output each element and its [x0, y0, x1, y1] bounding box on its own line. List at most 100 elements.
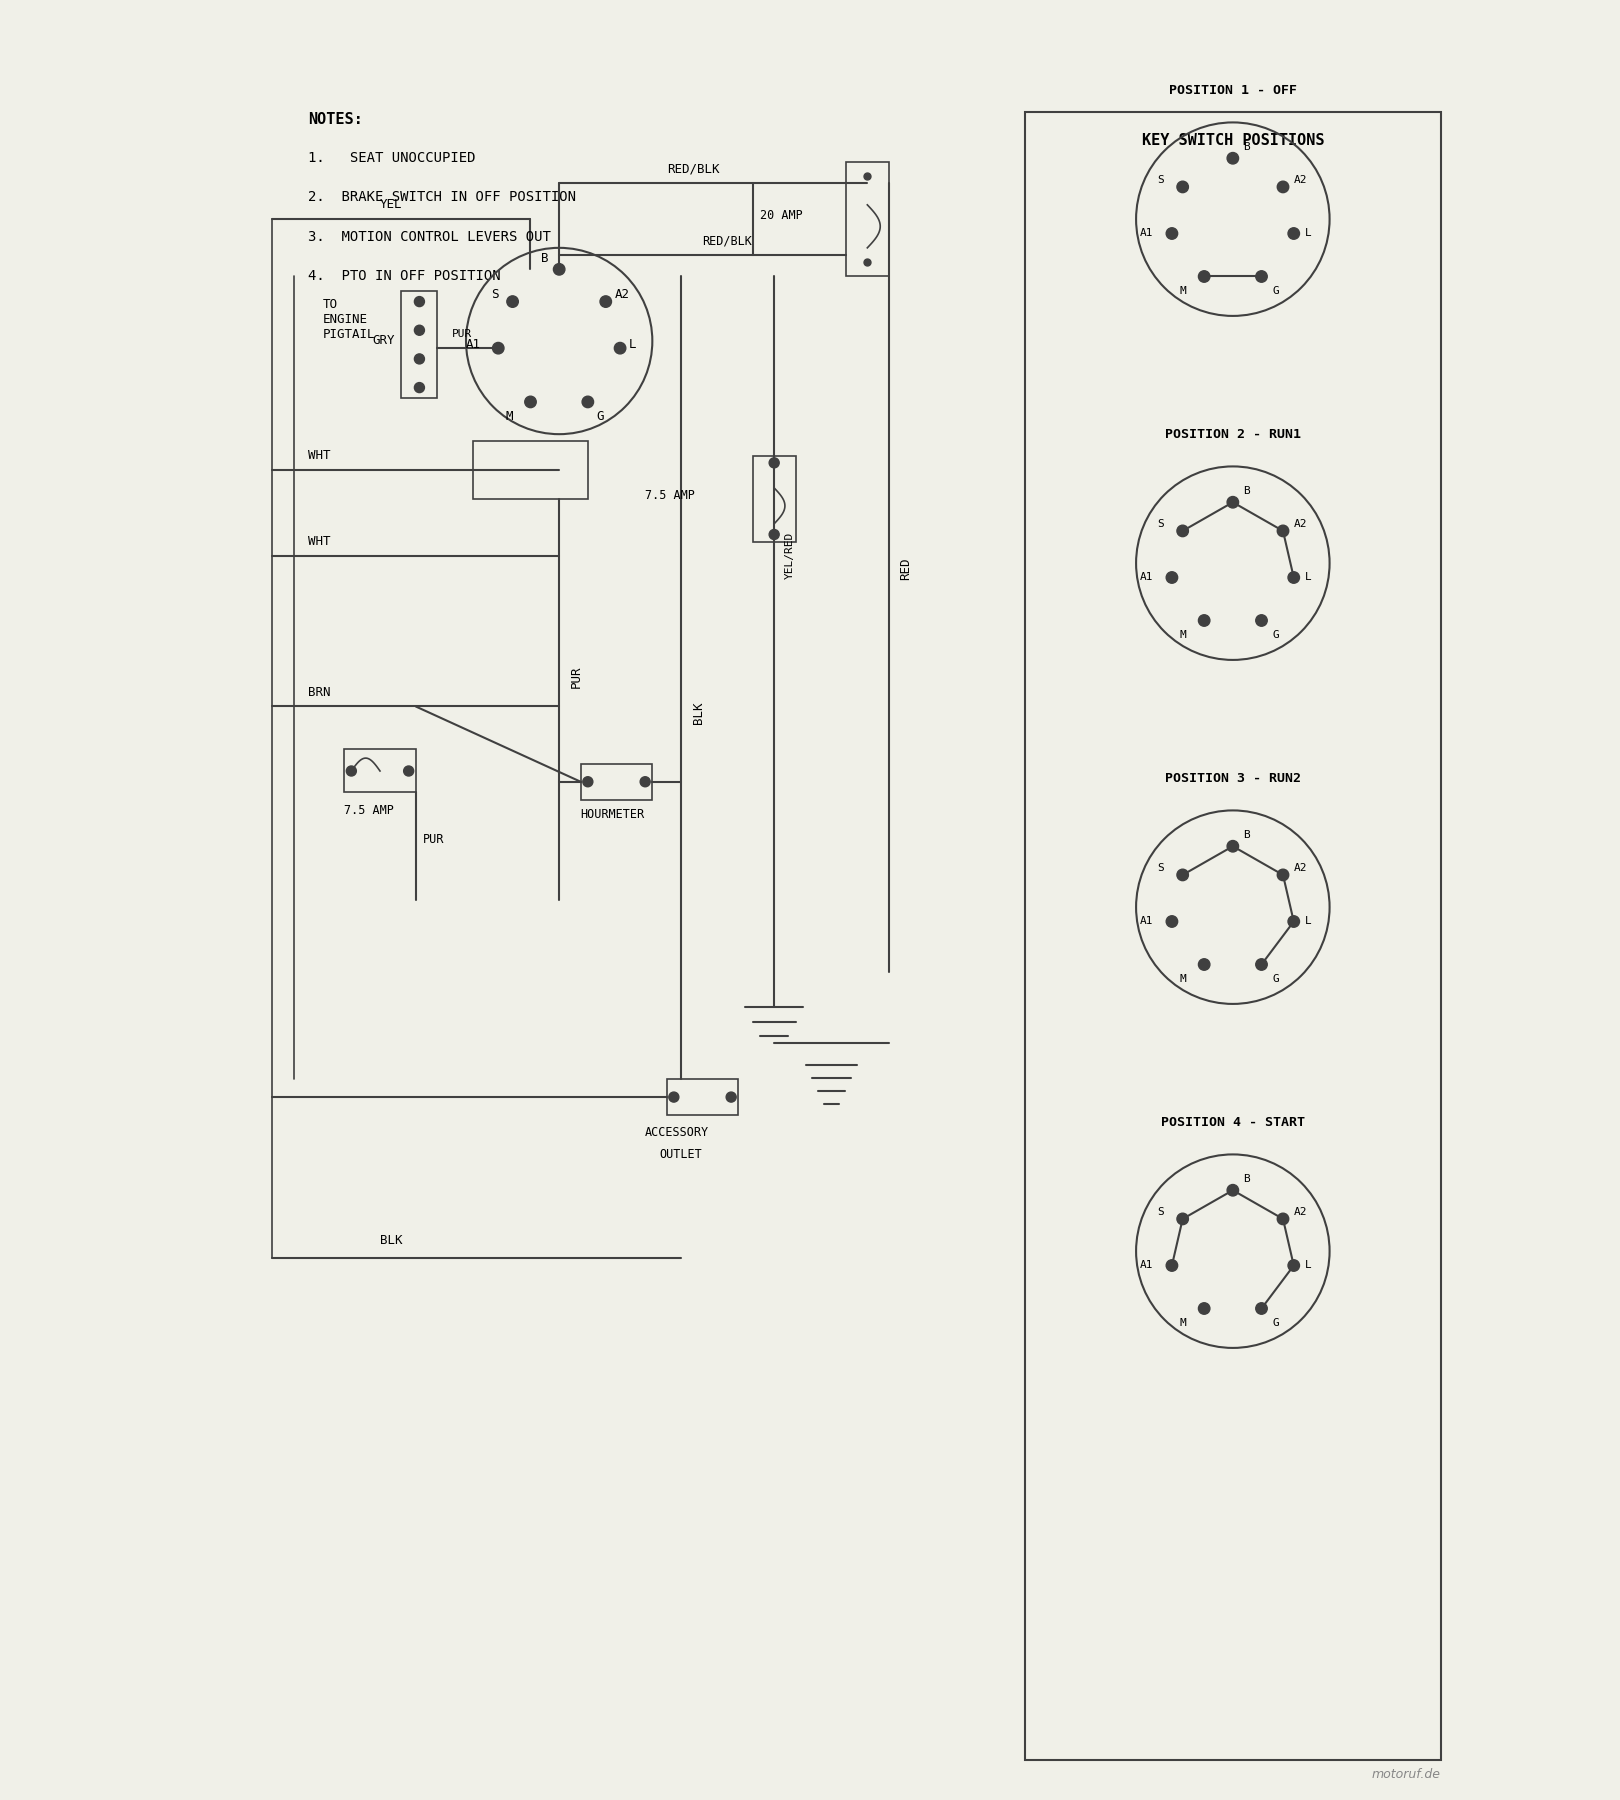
Circle shape — [1178, 869, 1189, 880]
Bar — [846, 162, 889, 277]
Text: TO
ENGINE
PIGTAIL: TO ENGINE PIGTAIL — [322, 299, 376, 340]
Text: B: B — [541, 252, 549, 265]
Text: POSITION 4 - START: POSITION 4 - START — [1162, 1116, 1304, 1129]
Text: A1: A1 — [1139, 916, 1153, 927]
Text: G: G — [1272, 1318, 1280, 1328]
Circle shape — [770, 529, 779, 540]
Text: B: B — [1244, 486, 1251, 497]
Text: S: S — [491, 288, 499, 301]
Text: A2: A2 — [614, 288, 629, 301]
Text: YEL: YEL — [381, 198, 402, 211]
Circle shape — [1226, 1184, 1239, 1195]
Circle shape — [1277, 526, 1290, 536]
Circle shape — [1256, 270, 1267, 283]
Circle shape — [554, 263, 565, 275]
Circle shape — [1166, 1260, 1178, 1271]
Circle shape — [599, 295, 611, 308]
Text: 4.  PTO IN OFF POSITION: 4. PTO IN OFF POSITION — [308, 270, 501, 283]
Text: A1: A1 — [1139, 572, 1153, 583]
Circle shape — [1226, 497, 1239, 508]
Text: L: L — [1304, 1260, 1311, 1271]
Text: A2: A2 — [1294, 175, 1307, 185]
Circle shape — [1199, 270, 1210, 283]
Text: 1.   SEAT UNOCCUPIED: 1. SEAT UNOCCUPIED — [308, 151, 476, 166]
Text: M: M — [1179, 1318, 1186, 1328]
Text: BLK: BLK — [692, 702, 705, 724]
Text: PUR: PUR — [452, 329, 471, 340]
Circle shape — [1199, 616, 1210, 626]
Circle shape — [1277, 869, 1290, 880]
Text: G: G — [1272, 974, 1280, 985]
Circle shape — [1166, 229, 1178, 239]
Text: HOURMETER: HOURMETER — [580, 808, 645, 821]
Text: G: G — [1272, 286, 1280, 295]
Text: A2: A2 — [1294, 1206, 1307, 1217]
Text: M: M — [505, 410, 514, 423]
Circle shape — [403, 767, 413, 776]
Bar — [473, 441, 588, 499]
Bar — [753, 455, 795, 542]
Text: S: S — [1158, 518, 1165, 529]
Circle shape — [1166, 916, 1178, 927]
Text: A1: A1 — [1139, 1260, 1153, 1271]
Circle shape — [669, 1093, 679, 1102]
Text: RED/BLK: RED/BLK — [703, 234, 752, 247]
Text: POSITION 1 - OFF: POSITION 1 - OFF — [1170, 85, 1298, 97]
Circle shape — [1178, 182, 1189, 193]
Circle shape — [525, 396, 536, 407]
Text: BLK: BLK — [381, 1235, 402, 1247]
Circle shape — [1288, 572, 1299, 583]
Text: G: G — [1272, 630, 1280, 639]
Circle shape — [1277, 182, 1290, 193]
Text: S: S — [1158, 1206, 1165, 1217]
Circle shape — [583, 778, 593, 787]
Circle shape — [1199, 959, 1210, 970]
Bar — [343, 749, 416, 792]
Circle shape — [1166, 572, 1178, 583]
Circle shape — [415, 383, 424, 392]
Circle shape — [347, 767, 356, 776]
Text: L: L — [1304, 572, 1311, 583]
Text: KEY SWITCH POSITIONS: KEY SWITCH POSITIONS — [1142, 133, 1324, 148]
Circle shape — [770, 457, 779, 468]
Text: B: B — [1244, 1175, 1251, 1184]
Text: OUTLET: OUTLET — [659, 1148, 701, 1161]
Circle shape — [492, 342, 504, 355]
Text: L: L — [1304, 229, 1311, 238]
Text: S: S — [1158, 862, 1165, 873]
Text: PUR: PUR — [423, 833, 444, 846]
Circle shape — [1226, 153, 1239, 164]
Text: G: G — [596, 410, 604, 423]
Text: M: M — [1179, 630, 1186, 639]
Text: 7.5 AMP: 7.5 AMP — [645, 488, 695, 502]
Bar — [402, 292, 437, 398]
Text: PUR: PUR — [570, 666, 583, 688]
Text: 7.5 AMP: 7.5 AMP — [343, 805, 394, 817]
Circle shape — [726, 1093, 735, 1102]
Circle shape — [1256, 616, 1267, 626]
Text: A2: A2 — [1294, 518, 1307, 529]
Circle shape — [1226, 841, 1239, 851]
Text: RED: RED — [899, 558, 912, 580]
Text: POSITION 3 - RUN2: POSITION 3 - RUN2 — [1165, 772, 1301, 785]
Text: B: B — [1244, 830, 1251, 841]
Text: POSITION 2 - RUN1: POSITION 2 - RUN1 — [1165, 428, 1301, 441]
Text: WHT: WHT — [308, 450, 330, 463]
Text: ACCESSORY: ACCESSORY — [645, 1127, 710, 1139]
Text: A1: A1 — [1139, 229, 1153, 238]
Text: 3.  MOTION CONTROL LEVERS OUT: 3. MOTION CONTROL LEVERS OUT — [308, 230, 551, 245]
Circle shape — [415, 355, 424, 364]
Circle shape — [1256, 1303, 1267, 1314]
Text: motoruf.de: motoruf.de — [1372, 1768, 1440, 1782]
Text: RED/BLK: RED/BLK — [667, 162, 719, 176]
Text: A1: A1 — [467, 338, 481, 351]
Text: NOTES:: NOTES: — [308, 112, 363, 126]
Circle shape — [1288, 916, 1299, 927]
Circle shape — [640, 778, 650, 787]
Text: A2: A2 — [1294, 862, 1307, 873]
Circle shape — [415, 297, 424, 306]
Text: B: B — [1244, 142, 1251, 153]
Circle shape — [1256, 959, 1267, 970]
Bar — [667, 1080, 739, 1114]
Circle shape — [1199, 1303, 1210, 1314]
